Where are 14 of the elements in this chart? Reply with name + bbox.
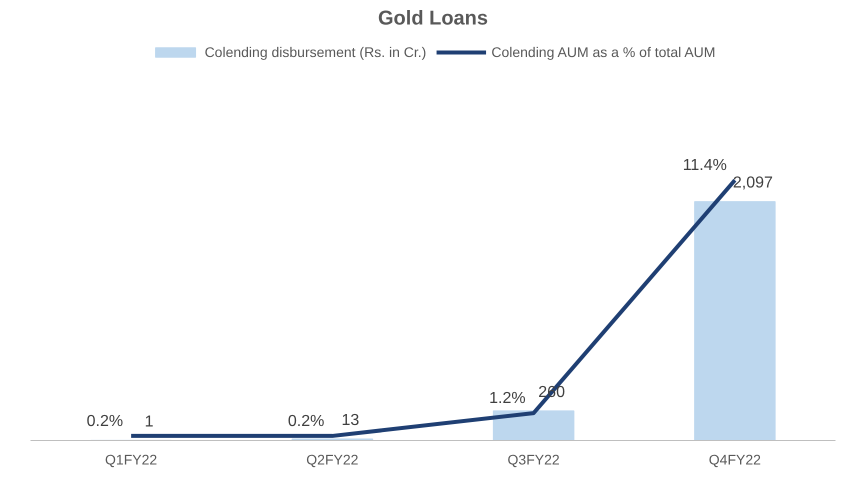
data-label: 1 — [144, 413, 154, 430]
chart-title: Gold Loans — [378, 8, 488, 30]
x-tick-label: Q2FY22 — [306, 452, 359, 468]
x-tick-label: Q4FY22 — [708, 452, 762, 468]
data-label: 0.2% — [288, 412, 324, 430]
data-label: 2,097 — [732, 174, 773, 192]
data-label: 1.2% — [489, 390, 526, 408]
data-label: 13 — [341, 412, 360, 430]
x-tick-label: Q3FY22 — [508, 452, 560, 468]
data-label: 0.2% — [86, 412, 124, 430]
x-tick-label: Q1FY22 — [105, 452, 158, 468]
legend-label: Colending AUM as a % of total AUM — [491, 44, 716, 60]
data-label: 11.4% — [682, 157, 727, 174]
legend-label: Colending disbursement (Rs. in Cr.) — [204, 44, 426, 60]
